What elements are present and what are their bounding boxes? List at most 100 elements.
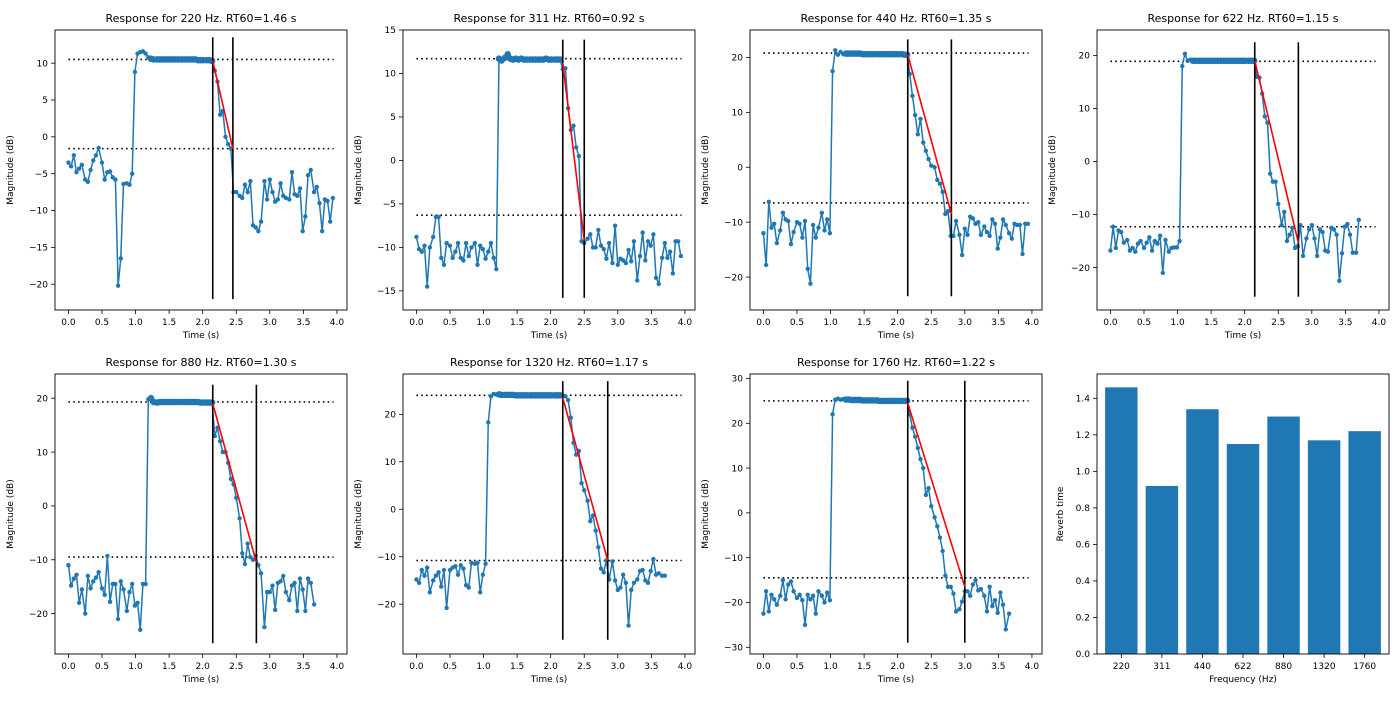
data-point [1342, 224, 1347, 229]
data-point [778, 228, 783, 233]
y-tick-label: −5 [35, 170, 48, 180]
data-point [422, 243, 427, 248]
data-point [1166, 249, 1172, 254]
y-tick-label: 20 [385, 411, 397, 421]
data-point [659, 255, 665, 261]
subplot-2: Response for 440 Hz. RT60=1.35 s 0.0 0.5 1.… [701, 12, 1043, 341]
data-point [794, 595, 800, 601]
x-tick-label: 2.0 [196, 662, 211, 672]
data-point [135, 600, 140, 606]
y-tick-label: 15 [385, 26, 396, 36]
data-point [419, 249, 424, 254]
data-point [645, 239, 651, 244]
data-point [565, 397, 571, 403]
data-point [588, 518, 593, 524]
data-point [450, 255, 455, 261]
data-point [995, 610, 1000, 615]
data-point [1337, 278, 1342, 284]
data-point [965, 589, 970, 594]
data-point [637, 253, 643, 259]
y-tick-label: 20 [732, 54, 744, 64]
data-point [935, 524, 940, 529]
data-point [212, 433, 217, 439]
data-point [970, 216, 976, 221]
data-point [932, 515, 937, 520]
data-point [778, 593, 783, 598]
chart-title-3: Response for 622 Hz. RT60=1.15 s [1148, 12, 1339, 25]
x-tick-label: 0.0 [1103, 318, 1118, 328]
data-point [918, 116, 923, 122]
data-point [651, 556, 656, 562]
data-point [648, 568, 653, 574]
data-point [272, 607, 278, 613]
y-tick-label: 10 [385, 70, 397, 80]
y-axis-label-3: Magnitude (dB) [1048, 135, 1058, 204]
data-point [118, 579, 123, 584]
data-point [769, 592, 774, 598]
axes-frame-0 [54, 29, 348, 311]
x-tick-label: 1320 [1313, 662, 1336, 672]
data-point [797, 592, 802, 598]
data-point [455, 240, 461, 246]
data-point [822, 228, 827, 233]
data-point [800, 598, 805, 603]
data-point [93, 575, 99, 580]
data-point [951, 591, 956, 596]
y-tick-label: −20 [724, 273, 743, 283]
decay-fit-line [561, 397, 609, 561]
data-point [1284, 238, 1290, 244]
data-point [827, 230, 833, 236]
data-point [1180, 63, 1185, 69]
y-tick-label: 0.4 [1076, 577, 1091, 587]
data-point [774, 602, 780, 607]
subplot-0: Response for 220 Hz. RT60=1.46 s 0.0 0.5 1.… [6, 12, 348, 341]
x-tick-label: 1760 [1353, 662, 1376, 672]
bar-880 [1267, 416, 1300, 654]
data-point [129, 171, 135, 176]
data-point [319, 228, 325, 234]
data-point [585, 498, 590, 503]
data-point [444, 605, 449, 611]
data-point [289, 170, 295, 175]
data-point [475, 560, 480, 566]
data-point [962, 226, 968, 231]
axes-frame-3 [1096, 29, 1390, 311]
data-point [1276, 201, 1281, 207]
data-point [121, 587, 126, 592]
chart-title-5: Response for 1320 Hz. RT60=1.17 s [450, 356, 648, 369]
x-tick-label: 4.0 [330, 318, 345, 328]
data-point [297, 186, 303, 191]
axes-frame-6 [749, 373, 1043, 655]
y-tick-label: 0.8 [1076, 504, 1091, 514]
data-point [461, 566, 466, 571]
data-point [1267, 171, 1273, 176]
data-point [935, 177, 940, 183]
data-point [593, 245, 598, 250]
data-point [653, 275, 659, 281]
data-point [665, 255, 670, 261]
x-tick-label: 0.5 [790, 662, 804, 672]
data-point [774, 240, 780, 246]
y-axis-label-6: Magnitude (dB) [701, 479, 711, 548]
y-tick-label: 20 [732, 419, 744, 429]
x-axis-label-5: Time (s) [530, 675, 568, 685]
data-point [463, 240, 469, 246]
y-axis-label-0: Magnitude (dB) [6, 135, 16, 204]
data-point [959, 599, 965, 604]
data-point [813, 235, 818, 240]
data-point [761, 230, 766, 236]
y-tick-label: −10 [377, 553, 396, 563]
x-tick-label: 1.5 [162, 318, 176, 328]
data-point [656, 571, 661, 576]
x-tick-label: 0.5 [95, 318, 109, 328]
x-tick-label: 1.0 [476, 662, 491, 672]
y-tick-label: 10 [1079, 105, 1091, 115]
data-point [278, 579, 283, 584]
data-point [234, 189, 239, 195]
data-point [441, 567, 447, 573]
data-point [945, 208, 951, 214]
data-point [588, 232, 593, 237]
data-point [1309, 222, 1315, 228]
data-point [270, 189, 275, 195]
x-tick-label: 0.0 [61, 318, 76, 328]
